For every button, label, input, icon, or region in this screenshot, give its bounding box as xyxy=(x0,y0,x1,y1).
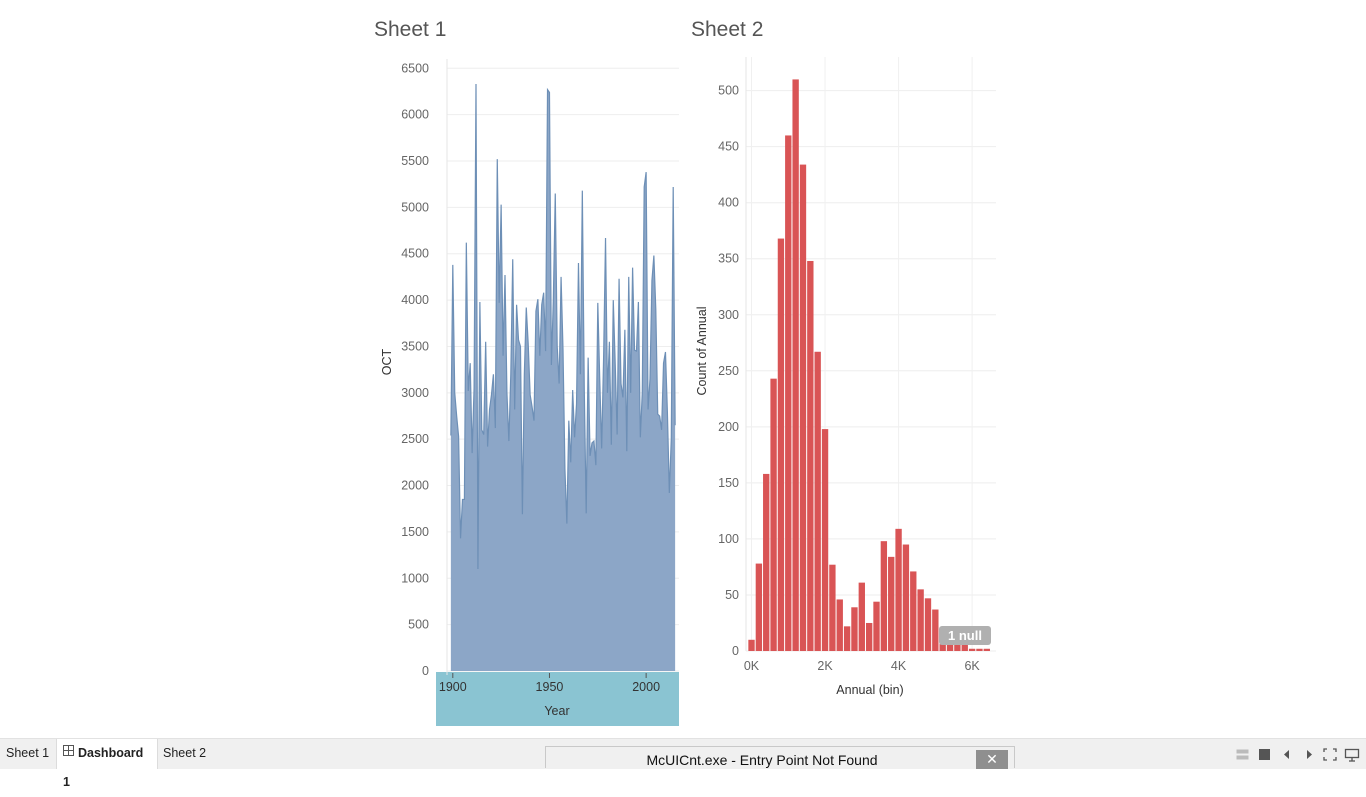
y-tick-label: 200 xyxy=(718,420,739,434)
histogram-bar[interactable] xyxy=(888,557,894,651)
prev-icon[interactable] xyxy=(1282,748,1292,766)
y-tick-label: 3500 xyxy=(401,339,429,353)
y-tick-label: 0 xyxy=(422,664,429,678)
histogram-bar[interactable] xyxy=(962,644,968,651)
x-tick-label: 1950 xyxy=(536,680,564,694)
next-icon[interactable] xyxy=(1304,748,1314,766)
y-tick-label: 150 xyxy=(718,476,739,490)
sheet2-title: Sheet 2 xyxy=(691,18,763,42)
sheet1-title: Sheet 1 xyxy=(374,18,446,42)
tab-label: Sheet 2 xyxy=(163,746,206,760)
y-tick-label: 6500 xyxy=(401,61,429,75)
histogram-bar[interactable] xyxy=(770,379,776,651)
close-icon[interactable]: ✕ xyxy=(976,750,1008,769)
tab-sheet-1[interactable]: Sheet 1 xyxy=(0,739,55,769)
y-tick-label: 6000 xyxy=(401,108,429,122)
histogram-bar[interactable] xyxy=(807,261,813,651)
histogram-bar[interactable] xyxy=(969,649,975,651)
y-tick-label: 500 xyxy=(718,84,739,98)
y-tick-label: 350 xyxy=(718,252,739,266)
histogram-bar[interactable] xyxy=(756,564,762,651)
y-tick-label: 100 xyxy=(718,532,739,546)
histogram-bar[interactable] xyxy=(778,239,784,651)
tab-sheet-2[interactable]: Sheet 2 xyxy=(157,739,212,769)
y-tick-label: 300 xyxy=(718,308,739,322)
x-tick-label: 2K xyxy=(817,659,833,673)
y-tick-label: 1000 xyxy=(401,571,429,585)
histogram-bar[interactable] xyxy=(837,599,843,651)
annual-histogram-chart[interactable]: 0 50 100 150 200 250 300 350 400 450 500 0K 2K 4K 6K An… xyxy=(690,48,1002,708)
dashboard-grid-icon xyxy=(63,738,74,767)
y-tick-label: 2500 xyxy=(401,432,429,446)
histogram-bar[interactable] xyxy=(763,474,769,651)
y-tick-label: 400 xyxy=(718,196,739,210)
y-tick-label: 500 xyxy=(408,618,429,632)
y-axis-title: OCT xyxy=(380,348,394,375)
x-tick-label: 2000 xyxy=(632,680,660,694)
null-badge[interactable]: 1 null xyxy=(939,626,991,645)
y-tick-label: 2000 xyxy=(401,479,429,493)
histogram-bar[interactable] xyxy=(815,352,821,651)
x-tick-label: 4K xyxy=(891,659,907,673)
histogram-bar[interactable] xyxy=(792,79,798,651)
x-axis-title: Annual (bin) xyxy=(836,683,903,697)
histogram-bar[interactable] xyxy=(785,135,791,651)
y-tick-label: 5500 xyxy=(401,154,429,168)
stop-icon[interactable] xyxy=(1258,748,1271,766)
histogram-bar[interactable] xyxy=(903,545,909,651)
y-tick-label: 50 xyxy=(725,588,739,602)
x-tick-label: 6K xyxy=(964,659,980,673)
y-tick-label: 4500 xyxy=(401,247,429,261)
histogram-bar[interactable] xyxy=(910,571,916,651)
y-tick-label: 5000 xyxy=(401,200,429,214)
present-icon[interactable] xyxy=(1344,748,1360,767)
y-tick-label: 450 xyxy=(718,140,739,154)
histogram-bar[interactable] xyxy=(881,541,887,651)
x-tick-label: 1900 xyxy=(439,680,467,694)
histogram-bar[interactable] xyxy=(925,598,931,651)
presentation-layout-icon[interactable] xyxy=(1236,748,1249,766)
histogram-bar[interactable] xyxy=(866,623,872,651)
y-tick-label: 250 xyxy=(718,364,739,378)
tab-dashboard-1[interactable]: Dashboard 1 xyxy=(56,739,158,769)
x-axis-title: Year xyxy=(544,704,569,718)
tab-label: Sheet 1 xyxy=(6,746,49,760)
histogram-bar[interactable] xyxy=(844,626,850,651)
null-badge-label: 1 null xyxy=(948,628,982,643)
histogram-bar[interactable] xyxy=(976,649,982,651)
y-axis-title: Count of Annual xyxy=(695,307,709,396)
histogram-bar[interactable] xyxy=(873,602,879,651)
histogram-bar[interactable] xyxy=(800,165,806,651)
histogram-bar[interactable] xyxy=(748,640,754,651)
error-dialog[interactable]: McUICnt.exe - Entry Point Not Found ✕ xyxy=(545,746,1015,768)
y-tick-label: 4000 xyxy=(401,293,429,307)
fullscreen-icon[interactable] xyxy=(1323,748,1337,766)
histogram-bar[interactable] xyxy=(851,607,857,651)
histogram-bar[interactable] xyxy=(917,589,923,651)
oct-area-chart[interactable]: 0 500 1000 1500 2000 2500 3000 3500 4000 4500 5000… xyxy=(370,48,682,728)
error-dialog-title: McUICnt.exe - Entry Point Not Found xyxy=(546,752,978,768)
histogram-bar[interactable] xyxy=(895,529,901,651)
x-tick-label: 0K xyxy=(744,659,760,673)
y-tick-label: 0 xyxy=(732,644,739,658)
histogram-bar[interactable] xyxy=(859,583,865,651)
histogram-bar[interactable] xyxy=(829,565,835,651)
y-tick-label: 3000 xyxy=(401,386,429,400)
histogram-bar[interactable] xyxy=(984,649,990,651)
y-tick-label: 1500 xyxy=(401,525,429,539)
histogram-bar[interactable] xyxy=(822,429,828,651)
histogram-bar[interactable] xyxy=(932,610,938,651)
